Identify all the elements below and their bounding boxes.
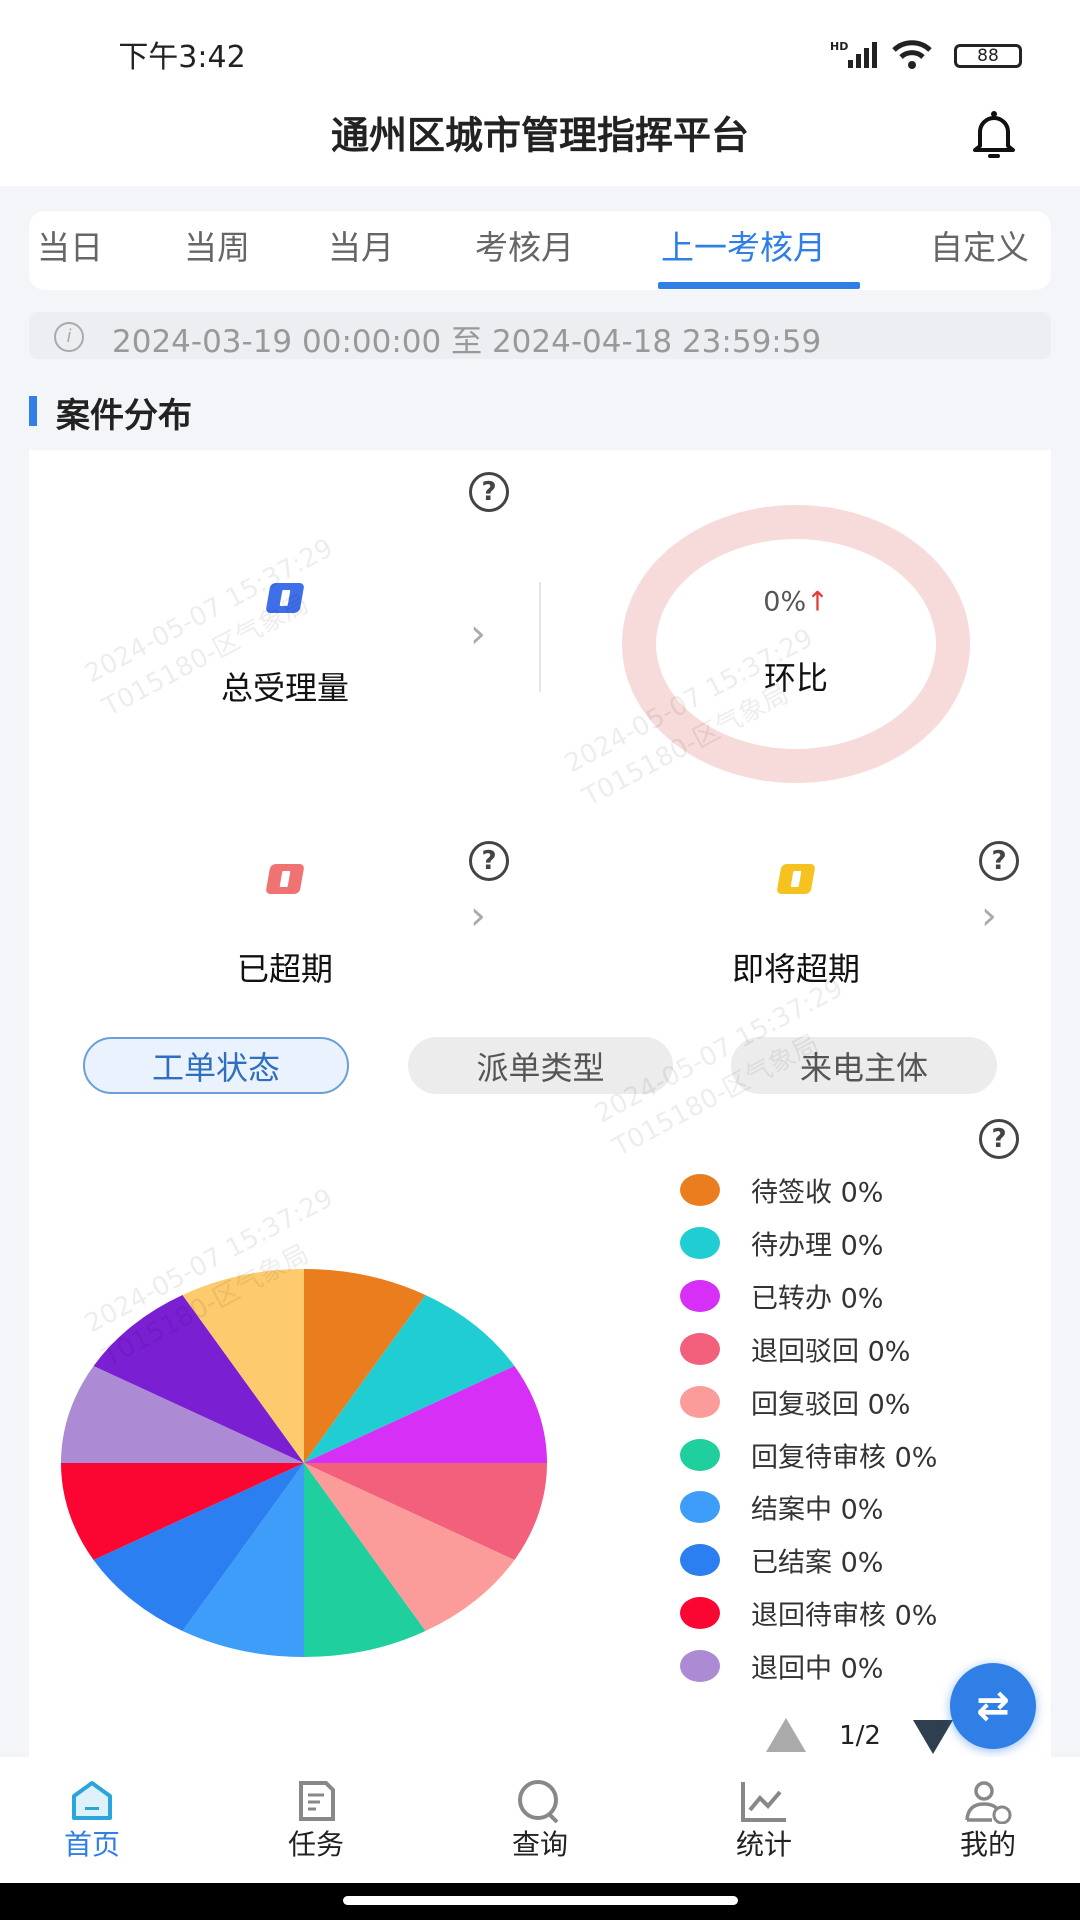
nav-statistics[interactable]: 统计 <box>735 1828 793 1861</box>
legend-color-dot <box>680 1279 720 1312</box>
tab-week[interactable]: 当周 <box>184 228 250 267</box>
tab-last-assessment-month[interactable]: 上一考核月 <box>661 228 826 267</box>
legend-color-dot <box>680 1544 720 1577</box>
time-range-tabs <box>29 211 1051 290</box>
legend-color-dot <box>680 1332 720 1365</box>
wifi-icon <box>892 40 932 69</box>
nav-query[interactable]: 查询 <box>511 1828 569 1861</box>
near-overdue-icon <box>776 864 816 894</box>
legend-item[interactable]: 回复驳回 0% <box>751 1389 911 1421</box>
arrow-up-icon: ↑ <box>806 586 829 618</box>
pie-slice[interactable] <box>304 1463 515 1632</box>
page-title: 通州区城市管理指挥平台 <box>330 113 750 158</box>
task-icon[interactable] <box>296 1780 338 1822</box>
home-icon[interactable] <box>70 1780 114 1822</box>
legend-item[interactable]: 退回驳回 0% <box>751 1336 911 1368</box>
status-time: 下午3:42 <box>118 40 246 75</box>
segment-caller-type[interactable]: 来电主体 <box>731 1037 997 1094</box>
legend-page: 1/2 <box>839 1721 881 1751</box>
section-title: 案件分布 <box>56 396 192 436</box>
pie-slice[interactable] <box>304 1294 515 1463</box>
tab-month[interactable]: 当月 <box>328 228 394 267</box>
legend-prev-icon[interactable] <box>766 1718 806 1752</box>
tab-today[interactable]: 当日 <box>37 228 103 267</box>
chevron-right-icon[interactable]: › <box>470 893 486 939</box>
legend-item[interactable]: 待办理 0% <box>751 1230 884 1262</box>
legend-item[interactable]: 退回中 0% <box>751 1653 884 1685</box>
segment-order-status[interactable]: 工单状态 <box>83 1037 349 1094</box>
pie-slice[interactable] <box>61 1366 304 1463</box>
tab-assessment-month[interactable]: 考核月 <box>475 228 574 267</box>
chevron-right-icon[interactable]: › <box>470 611 486 657</box>
section-marker <box>29 396 37 426</box>
chevron-right-icon[interactable]: › <box>981 893 997 939</box>
legend-color-dot <box>680 1597 720 1630</box>
date-range-text: 2024-03-19 00:00:00 至 2024-04-18 23:59:5… <box>112 324 822 360</box>
help-icon[interactable]: ? <box>979 841 1019 881</box>
legend-item[interactable]: 待签收 0% <box>751 1177 884 1209</box>
legend-color-dot <box>680 1491 720 1524</box>
help-icon[interactable]: ? <box>469 841 509 881</box>
pie-slice[interactable] <box>304 1463 426 1657</box>
legend-item[interactable]: 已结案 0% <box>751 1547 884 1579</box>
legend-color-dot <box>680 1226 720 1259</box>
chart-icon[interactable] <box>740 1780 788 1824</box>
header <box>0 0 1080 186</box>
ratio-ring <box>622 505 970 783</box>
ratio-value: 0%↑ <box>763 586 829 618</box>
nav-mine[interactable]: 我的 <box>959 1828 1017 1861</box>
switch-icon[interactable]: ⇄ <box>950 1663 1036 1749</box>
status-pie-chart <box>61 1269 547 1657</box>
divider <box>539 582 541 692</box>
pie-slice[interactable] <box>93 1294 305 1463</box>
active-tab-indicator <box>658 282 860 289</box>
pie-slice[interactable] <box>93 1463 305 1632</box>
info-icon: i <box>54 322 84 352</box>
search-icon[interactable] <box>515 1779 565 1825</box>
pie-slice[interactable] <box>61 1463 304 1560</box>
legend-color-dot <box>680 1438 720 1471</box>
pie-slice[interactable] <box>182 1463 305 1657</box>
network-label: HD <box>830 40 849 53</box>
nav-home[interactable]: 首页 <box>63 1828 121 1861</box>
pie-slice[interactable] <box>182 1269 305 1463</box>
legend-item[interactable]: 回复待审核 0% <box>751 1442 938 1473</box>
legend-item[interactable]: 结案中 0% <box>751 1494 884 1526</box>
bottom-nav <box>0 1757 1080 1883</box>
battery-indicator: 88 <box>954 44 1022 68</box>
legend-item[interactable]: 已转办 0% <box>751 1283 884 1315</box>
segment-dispatch-type[interactable]: 派单类型 <box>408 1037 673 1094</box>
home-indicator[interactable] <box>343 1896 738 1905</box>
pie-slice[interactable] <box>304 1463 547 1560</box>
legend-item[interactable]: 退回待审核 0% <box>751 1600 938 1632</box>
overdue-icon <box>265 864 305 894</box>
overdue-label[interactable]: 已超期 <box>236 950 334 988</box>
bell-icon[interactable] <box>970 110 1018 160</box>
near-overdue-label[interactable]: 即将超期 <box>731 950 861 988</box>
signal-icon <box>848 42 877 68</box>
pie-slice[interactable] <box>304 1269 426 1463</box>
tab-custom[interactable]: 自定义 <box>930 228 1029 267</box>
nav-tasks[interactable]: 任务 <box>287 1828 345 1861</box>
legend-color-dot <box>680 1650 720 1683</box>
legend-color-dot <box>680 1174 720 1206</box>
user-icon[interactable] <box>964 1780 1014 1824</box>
date-range-bar <box>29 312 1051 359</box>
pie-slice[interactable] <box>304 1366 547 1463</box>
legend-color-dot <box>680 1385 720 1418</box>
help-icon[interactable]: ? <box>979 1119 1019 1159</box>
legend-next-icon[interactable] <box>913 1720 953 1754</box>
ratio-label: 环比 <box>763 659 829 697</box>
help-icon[interactable]: ? <box>469 472 509 512</box>
total-acceptance-label[interactable]: 总受理量 <box>220 669 350 707</box>
